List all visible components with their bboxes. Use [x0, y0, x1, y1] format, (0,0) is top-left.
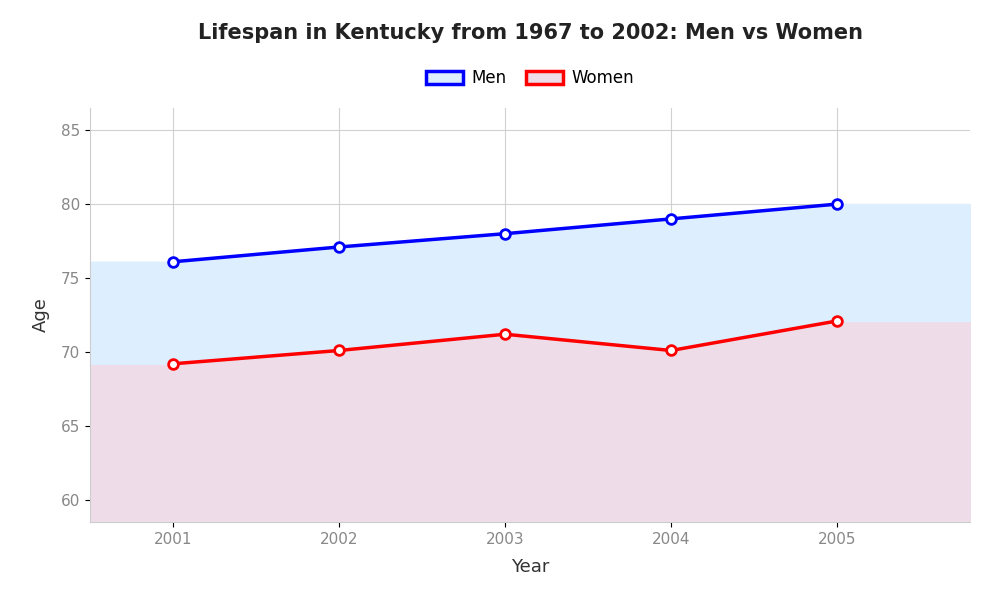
Y-axis label: Age: Age	[32, 298, 50, 332]
X-axis label: Year: Year	[511, 558, 549, 576]
Legend: Men, Women: Men, Women	[419, 62, 641, 94]
Title: Lifespan in Kentucky from 1967 to 2002: Men vs Women: Lifespan in Kentucky from 1967 to 2002: …	[198, 23, 862, 43]
